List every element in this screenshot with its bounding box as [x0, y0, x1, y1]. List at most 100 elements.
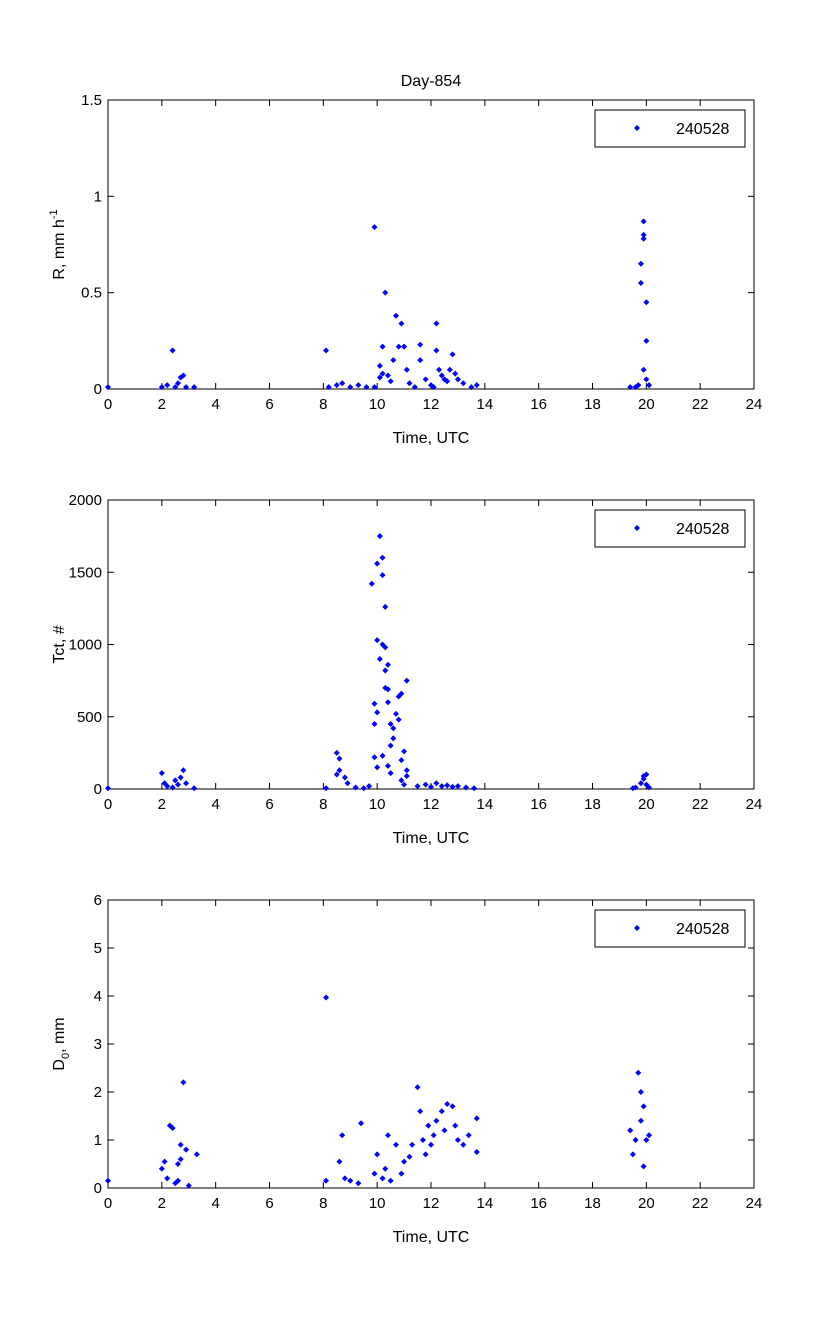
data-point: [629, 1151, 636, 1158]
data-point: [452, 1122, 459, 1129]
data-point: [444, 1101, 451, 1107]
data-point: [398, 1170, 405, 1177]
data-point: [172, 384, 179, 391]
data-point: [640, 1103, 647, 1110]
data-point: [627, 1127, 634, 1134]
data-point: [376, 362, 383, 369]
data-point: [395, 716, 402, 723]
data-point: [158, 770, 165, 777]
data-point: [449, 351, 456, 358]
data-point: [403, 677, 410, 684]
data-point: [360, 785, 367, 792]
data-point: [325, 384, 332, 391]
y-tick-label: 1000: [69, 637, 102, 654]
data-point: [379, 554, 386, 561]
data-point: [646, 1132, 653, 1139]
data-point: [417, 341, 424, 348]
legend: 240528: [594, 109, 746, 148]
data-point: [403, 772, 410, 779]
x-tick-label: 8: [319, 396, 327, 413]
data-point: [174, 1161, 181, 1167]
data-point: [384, 699, 391, 706]
data-point: [382, 644, 389, 651]
data-point: [438, 372, 445, 379]
data-point: [438, 783, 445, 790]
y-axis-label: D0, mm: [51, 1017, 72, 1070]
data-point: [355, 1180, 362, 1187]
data-point: [374, 709, 381, 716]
data-point: [336, 767, 343, 774]
data-point: [414, 783, 421, 790]
data-point: [323, 994, 330, 1001]
data-point: [637, 1117, 644, 1124]
data-point: [646, 784, 653, 791]
data-point: [374, 637, 381, 644]
data-point: [193, 1151, 200, 1158]
legend-marker: [634, 525, 640, 531]
x-tick-label: 14: [476, 1195, 493, 1212]
y-tick-label: 0: [94, 781, 102, 798]
data-point: [191, 785, 198, 792]
data-point: [177, 774, 184, 781]
data-point: [444, 378, 451, 385]
data-point: [449, 1103, 456, 1110]
data-point: [174, 1177, 181, 1184]
data-point: [640, 235, 647, 242]
data-point: [382, 289, 389, 296]
legend-box: [594, 909, 746, 948]
data-point: [347, 1177, 354, 1184]
x-tick-label: 22: [692, 1195, 709, 1212]
x-tick-label: 22: [692, 396, 709, 413]
panel-2: 0 2 4 6 8 10 12 14 16 18 20 22 240500100015002000Tim…: [51, 492, 762, 847]
data-point: [643, 1137, 650, 1143]
data-point: [371, 384, 378, 391]
y-tick-label: 3: [94, 1036, 102, 1053]
x-tick-label: 6: [265, 396, 273, 413]
x-tick-label: 0: [104, 396, 112, 413]
data-point: [384, 1132, 391, 1139]
x-tick-label: 18: [584, 796, 601, 813]
data-point: [403, 767, 410, 774]
data-point: [158, 1165, 165, 1172]
x-tick-label: 10: [369, 1195, 386, 1212]
data-point: [390, 735, 397, 742]
x-tick-label: 16: [530, 396, 547, 413]
x-tick-label: 14: [476, 796, 493, 813]
legend: 240528: [594, 909, 746, 948]
data-point: [161, 1158, 168, 1165]
data-point: [640, 1163, 647, 1170]
data-point: [164, 1175, 171, 1182]
data-point: [368, 580, 375, 587]
data-point: [473, 1149, 480, 1155]
data-point: [411, 384, 418, 391]
data-point: [395, 343, 402, 350]
data-point: [164, 783, 171, 790]
x-tick-label: 4: [211, 796, 219, 813]
data-point: [336, 755, 343, 762]
legend: 240528: [594, 509, 746, 548]
data-point: [393, 1141, 400, 1148]
data-point: [333, 749, 340, 756]
data-point: [406, 1153, 413, 1160]
data-point: [635, 382, 642, 389]
data-point: [643, 376, 650, 383]
data-point: [462, 784, 469, 791]
data-point: [454, 783, 461, 790]
y-tick-label: 1: [94, 1132, 102, 1149]
y-tick-label: 500: [77, 709, 102, 726]
data-point: [185, 1182, 192, 1189]
y-tick-label: 0: [94, 381, 102, 398]
data-point: [169, 784, 176, 791]
data-point: [344, 780, 351, 787]
data-point: [183, 780, 190, 787]
data-point: [433, 347, 440, 354]
y-tick-label: 1500: [69, 564, 102, 581]
data-point: [387, 770, 394, 777]
data-point: [374, 764, 381, 771]
data-point: [379, 370, 386, 377]
data-point: [422, 781, 429, 788]
data-point: [379, 572, 386, 579]
data-point: [183, 1146, 190, 1153]
data-point: [433, 320, 440, 327]
x-tick-label: 8: [319, 796, 327, 813]
